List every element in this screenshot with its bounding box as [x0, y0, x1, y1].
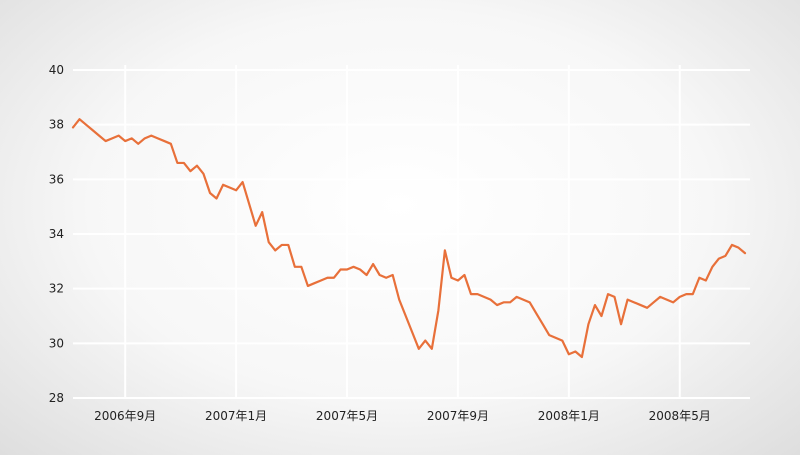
y-tick-label: 38: [49, 118, 64, 132]
x-tick-label: 2008年5月: [649, 409, 711, 423]
x-tick-label: 2006年9月: [94, 409, 156, 423]
y-tick-label: 32: [49, 282, 64, 296]
x-tick-label: 2007年9月: [427, 409, 489, 423]
series-line: [71, 118, 747, 359]
x-tick-label: 2007年1月: [205, 409, 267, 423]
x-axis: 2006年9月 2007年1月 2007年5月 2007年9月 2008年1月 2008年…: [94, 409, 711, 423]
x-tick-label: 2007年5月: [316, 409, 378, 423]
grid-lines: [73, 65, 750, 399]
y-tick-label: 28: [49, 391, 64, 405]
y-axis: 28 30 32 34 36 38 40: [49, 63, 64, 405]
y-tick-label: 36: [49, 172, 64, 186]
series-layer: [71, 118, 747, 359]
y-tick-label: 34: [49, 227, 64, 241]
x-tick-label: 2008年1月: [538, 409, 600, 423]
y-tick-label: 40: [49, 63, 64, 77]
y-tick-label: 30: [49, 336, 64, 350]
